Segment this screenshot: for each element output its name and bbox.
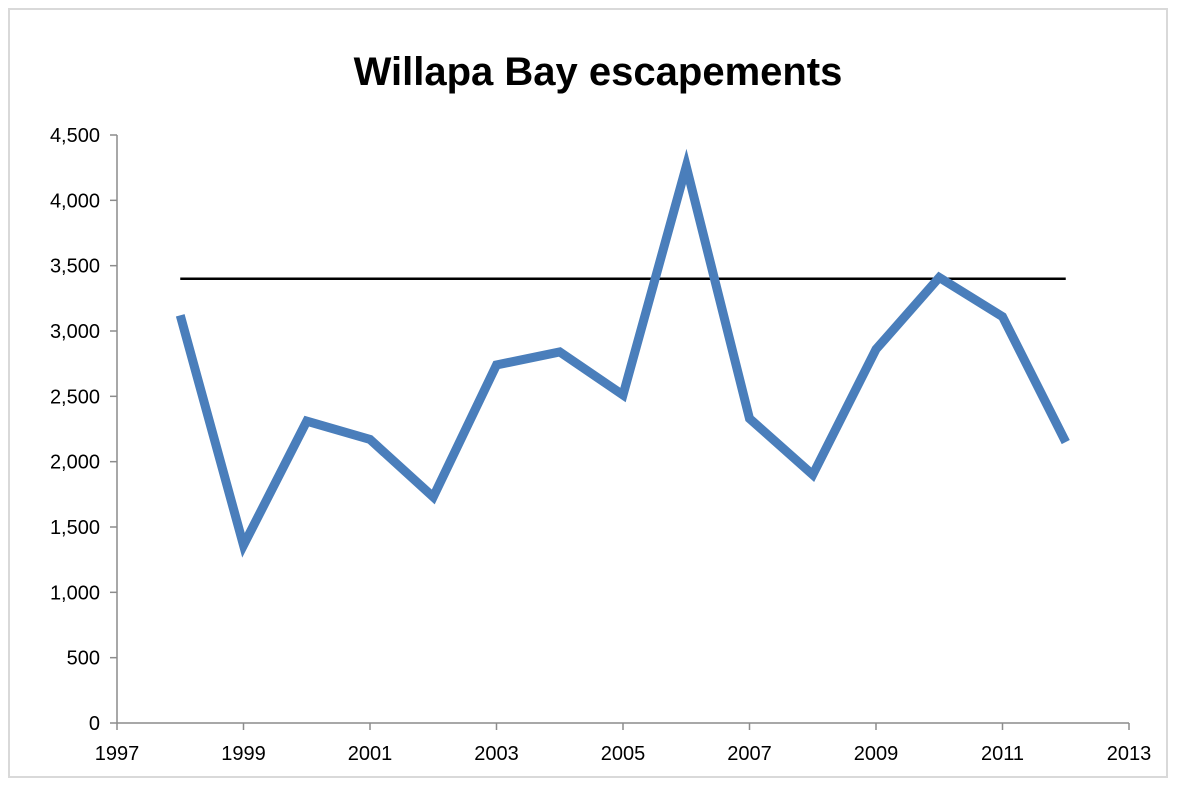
y-tick-label: 500 xyxy=(67,648,100,670)
data-point xyxy=(939,277,940,278)
data-point xyxy=(180,315,181,316)
data-point xyxy=(1065,442,1066,443)
y-tick-label: 4,500 xyxy=(50,125,100,147)
y-tick-label: 2,500 xyxy=(50,386,100,408)
data-point xyxy=(1002,316,1003,317)
y-tick-label: 3,500 xyxy=(50,256,100,278)
data-point xyxy=(623,395,624,396)
y-tick-label: 0 xyxy=(89,713,100,735)
data-point xyxy=(559,351,560,352)
data-point xyxy=(749,418,750,419)
data-point xyxy=(496,364,497,365)
y-tick-label: 4,000 xyxy=(50,190,100,212)
y-tick-label: 1,500 xyxy=(50,517,100,539)
x-tick-label: 2009 xyxy=(854,743,899,765)
chart-frame: Willapa Bay escapements 0 500 1,000 1,500 2,… xyxy=(8,8,1168,778)
series-line xyxy=(175,148,1070,558)
x-tick-label: 2011 xyxy=(981,743,1024,765)
line-chart: Willapa Bay escapements 0 500 1,000 1,500 2,… xyxy=(50,50,1151,765)
x-tick-label: 1999 xyxy=(221,743,266,765)
y-tick-label: 3,000 xyxy=(50,321,100,343)
x-tick-label: 1997 xyxy=(95,743,140,765)
x-tick-label: 2003 xyxy=(474,743,519,765)
chart-title: Willapa Bay escapements xyxy=(354,50,843,94)
data-point xyxy=(306,421,307,422)
data-point xyxy=(243,545,244,546)
x-tick-label: 2005 xyxy=(601,743,646,765)
x-tick-label: 2013 xyxy=(1107,743,1152,765)
axes: 0 500 1,000 1,500 2,000 2,500 3,000 3,500 4,000 4… xyxy=(50,125,1151,765)
data-point xyxy=(876,349,877,350)
data-point xyxy=(812,474,813,475)
y-tick-label: 2,000 xyxy=(50,452,100,474)
series-layer xyxy=(175,148,1070,558)
data-point xyxy=(370,439,371,440)
x-tick-label: 2007 xyxy=(727,743,772,765)
x-tick-label: 2001 xyxy=(348,743,393,765)
data-point xyxy=(433,496,434,497)
data-point xyxy=(686,166,687,167)
y-tick-label: 1,000 xyxy=(50,582,100,604)
